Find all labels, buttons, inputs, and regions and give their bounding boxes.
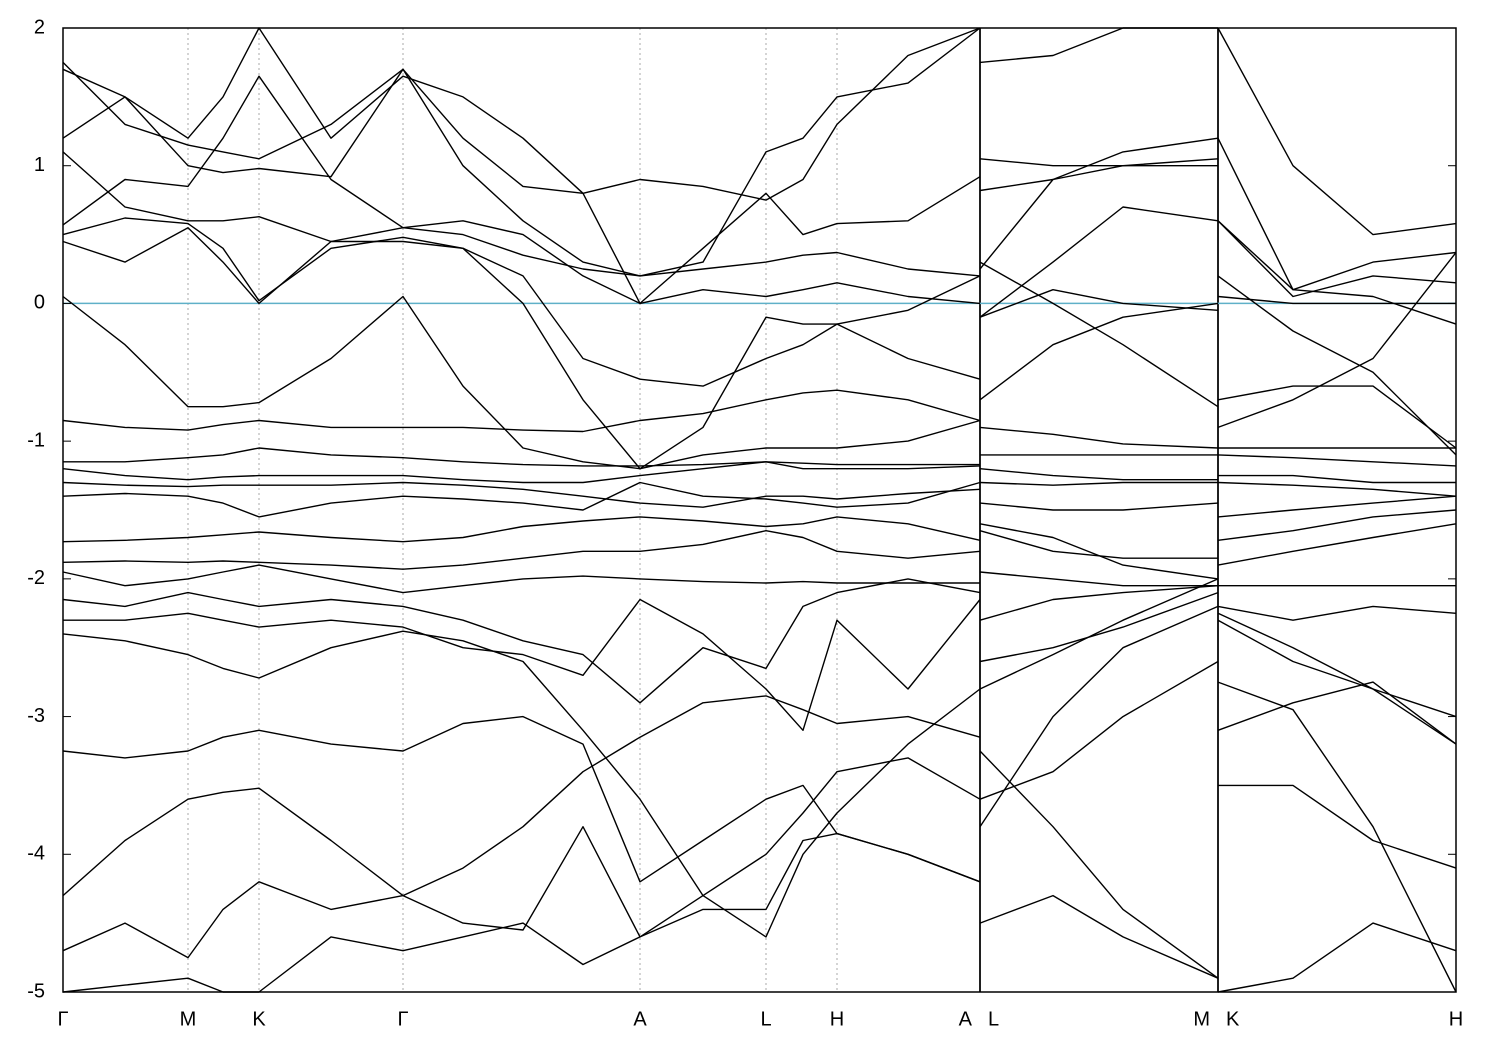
- x-tick-label: H: [830, 1008, 844, 1030]
- x-tick-label: A: [959, 1008, 973, 1030]
- band-line: [62, 206, 1457, 456]
- x-tick-label: K: [1226, 1008, 1240, 1030]
- plot-frame: [62, 27, 1457, 993]
- y-tick-label: -3: [27, 705, 45, 727]
- y-tick-label: 1: [34, 154, 45, 176]
- band-line: [62, 461, 1456, 484]
- band-line: [62, 220, 1457, 470]
- x-tick-label: H: [1449, 1008, 1463, 1030]
- y-tick-label: -2: [27, 567, 45, 589]
- band-line: [62, 75, 1456, 318]
- band-line: [62, 27, 1457, 305]
- x-tick-label: Γ: [397, 1008, 408, 1030]
- x-tick-label: A: [633, 1008, 647, 1030]
- x-tick-label: L: [988, 1008, 999, 1030]
- x-tick-label: M: [180, 1008, 197, 1030]
- y-tick-label: -1: [27, 429, 45, 451]
- x-tick-label: L: [760, 1008, 771, 1030]
- y-tick-label: 2: [34, 16, 45, 38]
- y-tick-label: 0: [34, 292, 45, 314]
- band-line: [62, 564, 1456, 594]
- band-line: [62, 757, 1457, 993]
- band-line: [62, 660, 1457, 883]
- band-line: [62, 605, 1457, 993]
- y-tick-label: -4: [27, 843, 45, 865]
- x-tick-label: M: [1193, 1008, 1210, 1030]
- band-line: [62, 481, 1457, 508]
- y-tick-label: -5: [27, 980, 45, 1002]
- band-line: [63, 447, 1457, 467]
- band-line: [62, 389, 1456, 449]
- band-line: [62, 295, 1457, 470]
- band-line: [62, 578, 1457, 704]
- band-line: [62, 523, 1457, 570]
- band-line: [62, 695, 1457, 979]
- band-line: [62, 509, 1457, 580]
- band-line: [62, 578, 1457, 938]
- band-line: [63, 591, 1457, 745]
- band-line: [62, 151, 1457, 429]
- band-line: [62, 481, 1457, 518]
- x-tick-label: Γ: [57, 1008, 68, 1030]
- x-tick-label: K: [252, 1008, 266, 1030]
